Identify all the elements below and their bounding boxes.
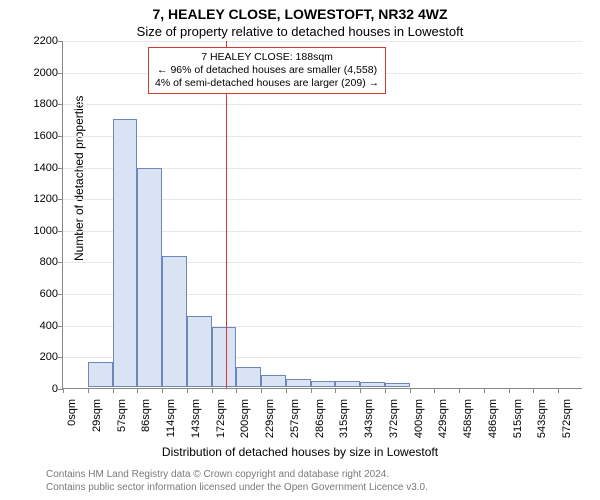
plot-area: 7 HEALEY CLOSE: 188sqm← 96% of detached …: [62, 41, 582, 389]
footer-attribution: Contains HM Land Registry data © Crown c…: [0, 469, 600, 494]
annotation-line: 7 HEALEY CLOSE: 188sqm: [155, 51, 379, 64]
x-tick-label: 172sqm: [215, 399, 227, 459]
bar: [88, 362, 113, 387]
x-tick-mark: [434, 388, 435, 393]
x-tick-label: 372sqm: [388, 399, 400, 459]
x-tick-label: 486sqm: [487, 399, 499, 459]
y-tick-label: 1200: [22, 193, 58, 205]
x-tick-mark: [335, 388, 336, 393]
annotation-line: ← 96% of detached houses are smaller (4,…: [155, 64, 379, 77]
x-tick-mark: [261, 388, 262, 393]
y-tick-label: 600: [22, 288, 58, 300]
x-tick-label: 114sqm: [165, 399, 177, 459]
x-tick-mark: [533, 388, 534, 393]
bar: [311, 381, 336, 387]
histogram-chart: Number of detached properties 7 HEALEY C…: [62, 41, 582, 389]
x-tick-label: 200sqm: [239, 399, 251, 459]
bar: [286, 379, 311, 387]
x-tick-mark: [187, 388, 188, 393]
bar: [360, 382, 385, 387]
y-tick-label: 400: [22, 320, 58, 332]
x-tick-label: 429sqm: [437, 399, 449, 459]
x-tick-label: 286sqm: [314, 399, 326, 459]
y-tick-label: 1000: [22, 225, 58, 237]
x-tick-mark: [88, 388, 89, 393]
y-tick-label: 1400: [22, 162, 58, 174]
x-tick-mark: [459, 388, 460, 393]
x-tick-label: 515sqm: [512, 399, 524, 459]
x-tick-label: 343sqm: [363, 399, 375, 459]
x-tick-label: 400sqm: [413, 399, 425, 459]
bar: [212, 327, 237, 387]
x-tick-mark: [162, 388, 163, 393]
bar: [385, 383, 410, 387]
x-tick-mark: [509, 388, 510, 393]
bar: [236, 367, 261, 388]
y-tick-label: 800: [22, 256, 58, 268]
x-tick-mark: [63, 388, 64, 393]
x-tick-mark: [113, 388, 114, 393]
x-tick-label: 0sqm: [66, 399, 78, 459]
y-tick-label: 2000: [22, 67, 58, 79]
x-tick-label: 29sqm: [91, 399, 103, 459]
bar: [261, 375, 286, 387]
bar: [162, 256, 187, 387]
y-tick-label: 1600: [22, 130, 58, 142]
x-tick-mark: [360, 388, 361, 393]
x-tick-label: 257sqm: [289, 399, 301, 459]
x-tick-mark: [212, 388, 213, 393]
x-tick-label: 57sqm: [116, 399, 128, 459]
bar: [335, 381, 360, 387]
x-tick-mark: [137, 388, 138, 393]
annotation-box: 7 HEALEY CLOSE: 188sqm← 96% of detached …: [148, 47, 386, 94]
bar: [137, 168, 162, 387]
y-tick-label: 2200: [22, 35, 58, 47]
x-tick-label: 458sqm: [462, 399, 474, 459]
x-tick-mark: [236, 388, 237, 393]
x-tick-label: 229sqm: [264, 399, 276, 459]
x-tick-label: 143sqm: [190, 399, 202, 459]
x-tick-mark: [311, 388, 312, 393]
x-tick-label: 543sqm: [536, 399, 548, 459]
x-tick-mark: [385, 388, 386, 393]
bar: [113, 119, 138, 387]
x-tick-mark: [558, 388, 559, 393]
x-tick-label: 86sqm: [140, 399, 152, 459]
y-tick-label: 0: [22, 383, 58, 395]
bar: [187, 316, 212, 387]
footer-line-1: Contains HM Land Registry data © Crown c…: [46, 469, 600, 482]
x-tick-label: 315sqm: [338, 399, 350, 459]
x-tick-label: 572sqm: [561, 399, 573, 459]
page-subtitle: Size of property relative to detached ho…: [0, 22, 600, 41]
y-tick-label: 200: [22, 351, 58, 363]
footer-line-2: Contains public sector information licen…: [46, 482, 600, 495]
x-tick-mark: [286, 388, 287, 393]
x-tick-mark: [410, 388, 411, 393]
page-title: 7, HEALEY CLOSE, LOWESTOFT, NR32 4WZ: [0, 0, 600, 22]
y-tick-label: 1800: [22, 98, 58, 110]
x-tick-mark: [484, 388, 485, 393]
annotation-line: 4% of semi-detached houses are larger (2…: [155, 77, 379, 90]
